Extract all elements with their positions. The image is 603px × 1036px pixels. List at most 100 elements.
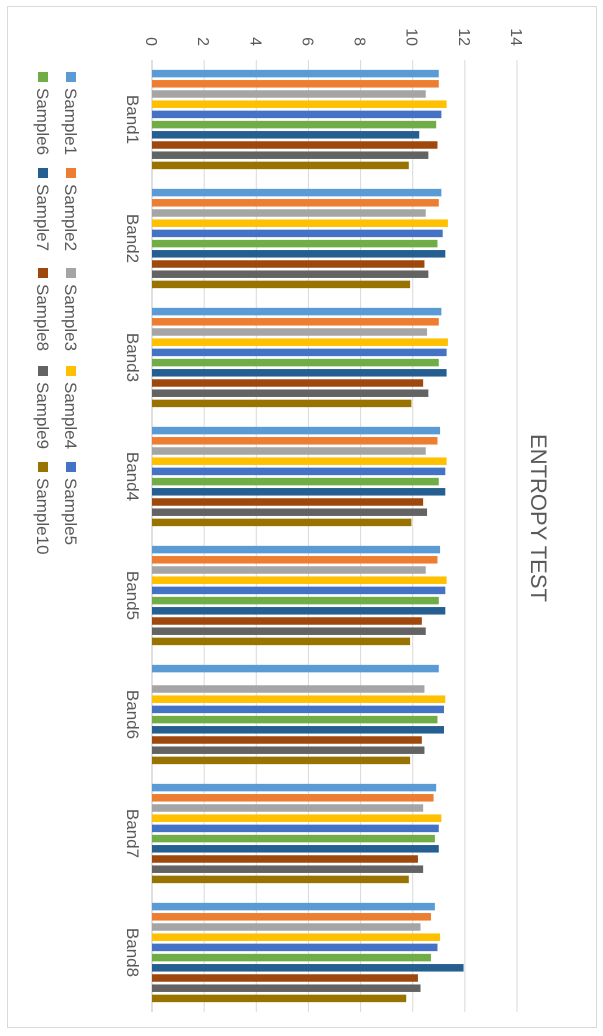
bar — [152, 596, 439, 605]
bar — [152, 457, 447, 465]
bar — [152, 726, 444, 734]
bar — [152, 338, 448, 346]
legend-label: Sample7 — [33, 184, 52, 251]
bar — [152, 923, 421, 931]
bar — [152, 389, 429, 397]
legend-swatch — [38, 268, 48, 278]
y-tick-label: 6 — [298, 37, 315, 46]
bar — [152, 756, 411, 765]
bar — [152, 875, 409, 884]
bar — [152, 328, 428, 336]
legend-swatch — [38, 72, 48, 82]
legend-label: Sample3 — [61, 284, 80, 351]
bar — [152, 855, 418, 863]
legend-label: Sample1 — [61, 88, 80, 155]
bars — [151, 69, 464, 1003]
legend-swatch — [66, 72, 76, 82]
bar — [152, 498, 424, 506]
legend-swatch — [66, 268, 76, 278]
bar — [152, 270, 429, 278]
bar — [152, 131, 420, 139]
legend-label: Sample9 — [33, 382, 52, 449]
category-label: Band5 — [123, 571, 142, 620]
bar — [152, 141, 438, 149]
bar — [152, 110, 442, 119]
category-label: Band7 — [123, 809, 142, 858]
bar — [152, 804, 424, 812]
bar — [152, 199, 439, 207]
y-tick-label: 8 — [351, 37, 368, 46]
bar — [152, 508, 428, 516]
bar — [152, 845, 439, 853]
legend-label: Sample4 — [61, 382, 80, 449]
bar — [152, 280, 411, 289]
y-tick-labels: 0 2 4 6 8 10 12 14 — [142, 28, 524, 46]
bar — [151, 746, 425, 754]
legend: Sample1 Sample2 Sample3 Sample4 Sample5 Sampl… — [33, 72, 80, 555]
category-label: Band3 — [123, 333, 142, 382]
bar — [152, 518, 412, 527]
bar — [151, 229, 443, 238]
bar — [152, 865, 424, 873]
y-tick-label: 4 — [246, 37, 263, 46]
bar — [152, 974, 418, 982]
y-tick-label: 14 — [507, 28, 524, 46]
bar — [152, 627, 426, 635]
gridlines — [151, 60, 518, 1012]
bar — [151, 260, 425, 268]
bar — [152, 467, 446, 476]
y-tick-label: 10 — [403, 28, 420, 46]
bar — [151, 794, 434, 802]
bar — [152, 586, 446, 595]
bar — [152, 943, 438, 952]
bar — [152, 437, 438, 445]
bar — [152, 814, 442, 822]
bar — [152, 984, 421, 992]
bar — [152, 447, 426, 455]
bar — [152, 219, 448, 227]
bar — [151, 685, 425, 693]
bar — [152, 188, 442, 197]
legend-label: Sample10 — [33, 478, 52, 555]
bar — [152, 715, 438, 724]
bar — [152, 664, 439, 673]
bar — [151, 545, 441, 554]
bar — [152, 100, 447, 108]
legend-label: Sample5 — [61, 478, 80, 545]
category-label: Band6 — [123, 690, 142, 739]
bar — [152, 607, 446, 615]
bar — [152, 705, 444, 714]
bar — [152, 488, 446, 496]
bar — [152, 120, 437, 129]
category-label: Band2 — [123, 214, 142, 263]
legend-swatch — [38, 462, 48, 472]
bar — [151, 913, 431, 921]
legend-swatch — [66, 462, 76, 472]
legend-swatch — [66, 168, 76, 178]
bar — [152, 824, 439, 833]
bar — [152, 477, 439, 486]
bar — [152, 964, 464, 972]
category-label: Band1 — [123, 95, 142, 144]
bar — [152, 834, 435, 843]
bar — [152, 637, 411, 646]
bar — [152, 576, 447, 584]
y-tick-label: 0 — [142, 37, 159, 46]
y-tick-label: 2 — [194, 37, 211, 46]
legend-label: Sample2 — [61, 184, 80, 251]
bar — [152, 358, 439, 367]
bar — [152, 318, 439, 326]
bar — [152, 369, 447, 377]
bar — [152, 379, 424, 387]
y-tick-label: 12 — [455, 28, 472, 46]
bar — [152, 566, 426, 574]
legend-label: Sample8 — [33, 284, 52, 351]
bar — [152, 556, 438, 564]
bar — [152, 90, 426, 98]
category-label: Band4 — [123, 452, 142, 501]
bar — [151, 426, 441, 435]
legend-swatch — [38, 168, 48, 178]
bar — [152, 902, 435, 911]
